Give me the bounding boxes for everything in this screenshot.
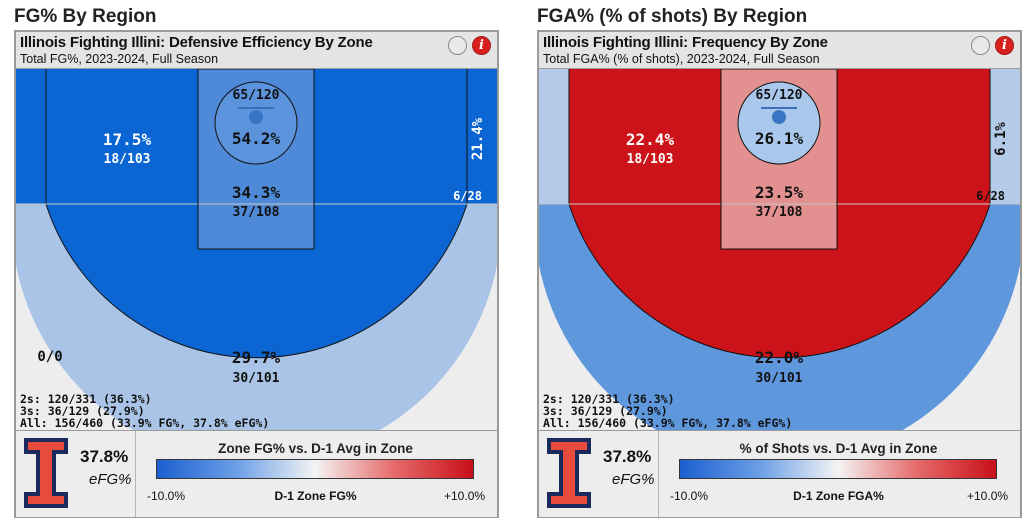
hoop [772,110,786,124]
card-header: Illinois Fighting Illini: Defensive Effi… [16,32,497,69]
rim-attempts-label: 65/120 [756,88,803,103]
rim-attempts-label: 65/120 [233,88,280,103]
above-break-attempts-label: 30/101 [756,371,803,386]
above-break-attempts-label: 30/101 [233,371,280,386]
legend-min-label: -10.0% [670,489,709,503]
efg-value: 37.8% [603,447,652,466]
efg-label: eFG% [612,471,655,488]
legend-min-label: -10.0% [147,489,186,503]
shot-chart-court: 65/120 54.2% 34.3% 37/108 17.5% 18/103 2… [16,69,497,430]
shot-chart-card: Illinois Fighting Illini: Defensive Effi… [14,30,499,518]
legend-axis-label: D-1 Zone FGA% [793,489,884,503]
efg-summary: 37.8% eFG% [539,431,659,517]
section-title: FG% By Region [14,6,157,27]
corner-three-attempts-label: 6/28 [976,189,1005,203]
fg-pct-panel: FG% By Region Illinois Fighting Illini: … [14,0,499,527]
hoop [249,110,263,124]
deep-attempts-label: 0/0 [37,349,62,365]
midrange-pct-label: 17.5% [103,130,152,149]
shot-chart-card: Illinois Fighting Illini: Frequency By Z… [537,30,1022,518]
rim-circle [737,81,821,165]
three-point-arc [568,203,991,359]
midrange-attempts-label: 18/103 [104,152,151,167]
three-point-arc [45,203,468,359]
zone-corner-three-right [990,69,1020,204]
legend-title: Zone FG% vs. D-1 Avg in Zone [218,441,413,456]
paint-attempts-label: 37/108 [233,205,280,220]
zone-corner-three-left [16,69,46,204]
illinois-logo [547,438,591,508]
info-icon[interactable]: i [995,36,1014,55]
card-title: Illinois Fighting Illini: Defensive Effi… [20,34,373,51]
info-icon[interactable]: i [472,36,491,55]
zone-corner-three-left [539,69,569,204]
toggle-button[interactable] [971,36,990,55]
color-scale-bar [679,459,997,479]
legend-max-label: +10.0% [967,489,1009,503]
illinois-logo [24,438,68,508]
paint-pct-label: 23.5% [755,183,804,202]
rim-pct-label: 26.1% [755,129,804,148]
paint-attempts-label: 37/108 [756,205,803,220]
toggle-button[interactable] [448,36,467,55]
efg-label: eFG% [89,471,132,488]
legend-area: 37.8% eFG% % of Shots vs. D-1 Avg in Zon… [539,430,1020,517]
zone-corner-three-right [467,69,497,204]
above-break-pct-label: 22.0% [755,348,804,367]
fga-pct-panel: FGA% (% of shots) By Region Illinois Fig… [537,0,1022,527]
rim-circle [214,81,298,165]
rim-pct-label: 54.2% [232,129,281,148]
above-break-pct-label: 29.7% [232,348,281,367]
efg-summary: 37.8% eFG% [16,431,136,517]
card-title: Illinois Fighting Illini: Frequency By Z… [543,34,828,51]
corner-three-pct-label: 21.4% [470,117,486,160]
summary-2s: 2s: 120/331 (36.3%) [543,392,675,406]
paint-outline [197,69,315,250]
card-header: Illinois Fighting Illini: Frequency By Z… [539,32,1020,69]
legend-area: 37.8% eFG% Zone FG% vs. D-1 Avg in Zone … [16,430,497,517]
shot-chart-court: 65/120 26.1% 23.5% 37/108 22.4% 18/103 6… [539,69,1020,430]
summary-all: All: 156/460 (33.9% FG%, 37.8% eFG%) [543,416,792,430]
legend-title: % of Shots vs. D-1 Avg in Zone [739,441,938,456]
card-subtitle: Total FG%, 2023-2024, Full Season [20,52,219,66]
paint-pct-label: 34.3% [232,183,281,202]
legend-axis-label: D-1 Zone FG% [274,489,357,503]
corner-three-pct-label: 6.1% [993,122,1009,156]
legend-max-label: +10.0% [444,489,486,503]
paint-outline [720,69,838,250]
section-title: FGA% (% of shots) By Region [537,6,808,27]
color-scale-bar [156,459,474,479]
summary-2s: 2s: 120/331 (36.3%) [20,392,152,406]
summary-all: All: 156/460 (33.9% FG%, 37.8% eFG%) [20,416,269,430]
efg-value: 37.8% [80,447,129,466]
card-subtitle: Total FGA% (% of shots), 2023-2024, Full… [543,52,820,66]
corner-three-attempts-label: 6/28 [453,189,482,203]
summary-3s: 3s: 36/129 (27.9%) [20,404,145,418]
midrange-attempts-label: 18/103 [627,152,674,167]
midrange-pct-label: 22.4% [626,130,675,149]
summary-3s: 3s: 36/129 (27.9%) [543,404,668,418]
